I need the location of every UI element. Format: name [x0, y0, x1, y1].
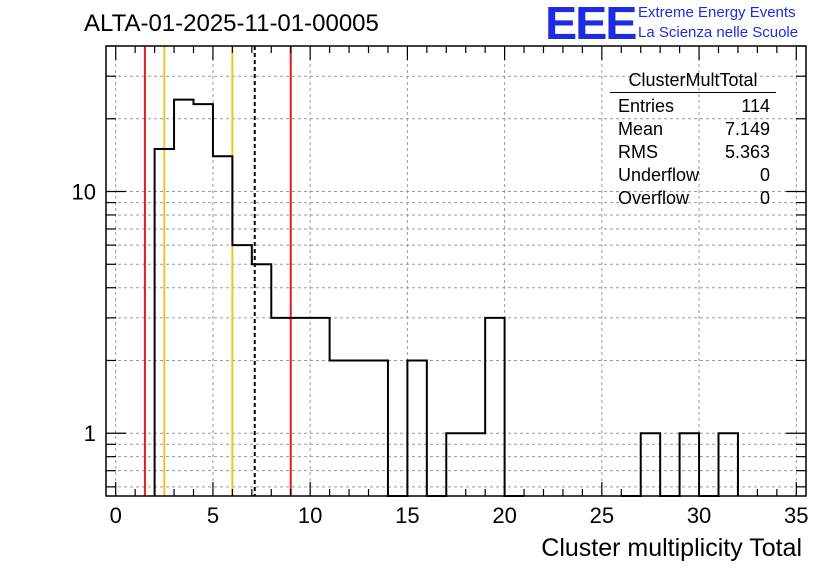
logo-line-1: Extreme Energy Events [638, 4, 796, 21]
chart-title: ALTA-01-2025-11-01-00005 [84, 10, 379, 37]
marker-layer [143, 46, 292, 496]
logo-mark: EEE [545, 0, 637, 49]
x-axis-label: Cluster multiplicity Total [541, 534, 802, 562]
histogram-bars [153, 98, 525, 497]
plot-frame [105, 45, 807, 497]
stats-row-mean: Mean 7.149 [610, 118, 776, 141]
tick-layer [106, 45, 806, 496]
stats-value: 0 [759, 165, 770, 185]
stats-label: RMS [618, 142, 658, 162]
stats-row-entries: Entries 114 [610, 95, 776, 118]
x-tick-label: 20 [492, 503, 516, 528]
stats-label: Mean [618, 119, 664, 139]
stats-value: 0 [759, 188, 770, 208]
x-tick-label: 15 [395, 503, 419, 528]
x-tick-label: 35 [784, 503, 808, 528]
y-tick-label: 10 [72, 180, 96, 205]
stats-row-overflow: Overflow 0 [610, 187, 776, 210]
x-tick-label: 10 [298, 503, 322, 528]
x-tick-label: 5 [207, 503, 219, 528]
stats-value: 114 [741, 96, 770, 116]
stats-label: Entries [618, 96, 675, 116]
stats-label: Overflow [618, 188, 690, 208]
x-tick-label: 0 [110, 503, 122, 528]
x-tick-label: 25 [590, 503, 614, 528]
stats-title: ClusterMultTotal [610, 70, 776, 93]
stats-value: 7.149 [724, 119, 770, 139]
histogram-layer [153, 98, 739, 497]
tick-label-layer: 0 5 10 15 20 25 30 35 1 10 [72, 180, 809, 528]
x-tick-label: 30 [687, 503, 711, 528]
stats-value: 5.363 [724, 142, 770, 162]
stats-row-underflow: Underflow 0 [610, 164, 776, 187]
stats-label: Underflow [618, 165, 700, 185]
stats-row-rms: RMS 5.363 [610, 141, 776, 164]
logo-line-2: La Scienza nelle Scuole [638, 24, 799, 41]
histogram-bars [621, 432, 739, 497]
stats-box: ClusterMultTotal Entries 114 Mean 7.149 … [610, 70, 776, 210]
y-tick-label: 1 [84, 421, 96, 446]
